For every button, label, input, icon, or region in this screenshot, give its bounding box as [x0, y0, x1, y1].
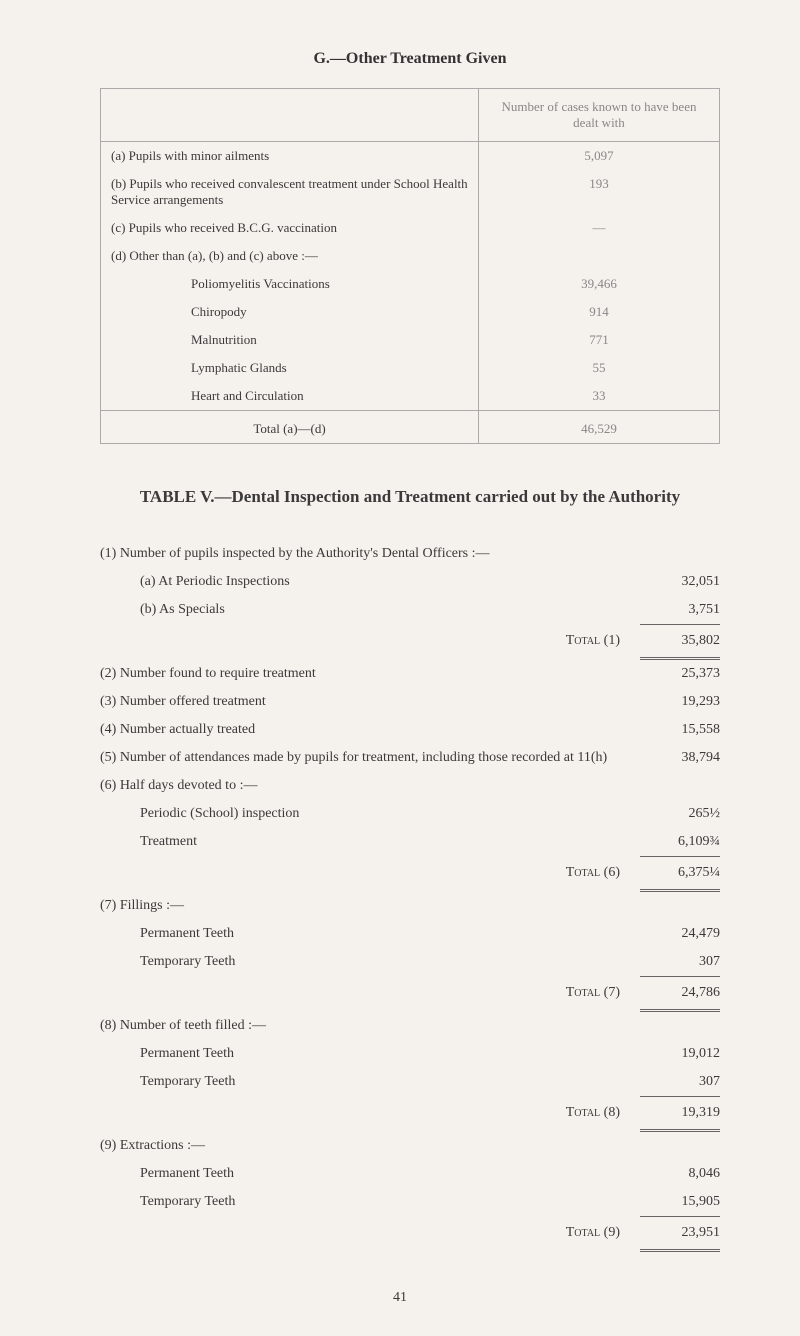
table-value: 39,466	[479, 270, 720, 298]
item-9-total-label: Total (9)	[100, 1219, 640, 1247]
table-g-total-label: Total (a)—(d)	[101, 411, 479, 444]
item-7-perm-label: Permanent Teeth	[140, 920, 640, 948]
table-subrow: Poliomyelitis Vaccinations	[111, 276, 468, 292]
item-5-label: (5) Number of attendances made by pupils…	[100, 744, 640, 772]
page-number: 41	[0, 1290, 800, 1306]
item-9-temp-value: 15,905	[640, 1188, 720, 1216]
item-1b-value: 3,751	[640, 596, 720, 624]
item-7-temp-value: 307	[640, 948, 720, 976]
table-value: —	[479, 214, 720, 242]
item-8-temp-label: Temporary Teeth	[140, 1068, 640, 1096]
item-8-perm-value: 19,012	[640, 1040, 720, 1068]
item-9-heading: (9) Extractions :—	[100, 1132, 720, 1160]
table-subrow: Heart and Circulation	[111, 388, 468, 404]
item-8-total-value: 19,319	[640, 1096, 720, 1132]
item-1-total-value: 35,802	[640, 624, 720, 660]
item-7-perm-value: 24,479	[640, 920, 720, 948]
item-3-value: 19,293	[640, 688, 720, 716]
table-row: (a) Pupils with minor ailments	[111, 148, 269, 163]
table-g: Number of cases known to have been dealt…	[100, 88, 720, 444]
table-subrow: Chiropody	[111, 304, 468, 320]
item-8-heading: (8) Number of teeth filled :—	[100, 1012, 720, 1040]
item-6-total-value: 6,375¼	[640, 856, 720, 892]
section-g-title: G.—Other Treatment Given	[100, 50, 720, 68]
dental-list: (1) Number of pupils inspected by the Au…	[100, 540, 720, 1252]
table-value: 914	[479, 298, 720, 326]
item-6-total-label: Total (6)	[100, 859, 640, 887]
item-2-value: 25,373	[640, 660, 720, 688]
table-value: 771	[479, 326, 720, 354]
item-1-heading: (1) Number of pupils inspected by the Au…	[100, 540, 720, 568]
item-8-temp-value: 307	[640, 1068, 720, 1096]
item-3-label: (3) Number offered treatment	[100, 688, 640, 716]
item-4-label: (4) Number actually treated	[100, 716, 640, 744]
item-6-periodic-value: 265½	[640, 800, 720, 828]
table-value: 55	[479, 354, 720, 382]
item-4-value: 15,558	[640, 716, 720, 744]
item-7-heading: (7) Fillings :—	[100, 892, 720, 920]
item-1-total-label: Total (1)	[100, 627, 640, 655]
table-v-title: TABLE V.—Dental Inspection and Treatment…	[100, 484, 720, 510]
item-9-perm-value: 8,046	[640, 1160, 720, 1188]
item-9-temp-label: Temporary Teeth	[140, 1188, 640, 1216]
table-subrow: Lymphatic Glands	[111, 360, 468, 376]
item-1a-label: (a) At Periodic Inspections	[140, 568, 640, 596]
item-1a-value: 32,051	[640, 568, 720, 596]
item-8-total-label: Total (8)	[100, 1099, 640, 1127]
table-g-total-value: 46,529	[479, 411, 720, 444]
table-value: 193	[479, 170, 720, 214]
item-7-temp-label: Temporary Teeth	[140, 948, 640, 976]
item-6-treatment-value: 6,109¾	[640, 828, 720, 856]
item-6-heading: (6) Half days devoted to :—	[100, 772, 720, 800]
item-8-perm-label: Permanent Teeth	[140, 1040, 640, 1068]
item-9-total-value: 23,951	[640, 1216, 720, 1252]
item-1b-label: (b) As Specials	[140, 596, 640, 624]
table-subrow: Malnutrition	[111, 332, 468, 348]
table-value: 33	[479, 382, 720, 411]
item-7-total-value: 24,786	[640, 976, 720, 1012]
table-value: 5,097	[479, 142, 720, 171]
item-2-label: (2) Number found to require treatment	[100, 660, 640, 688]
table-g-header-right: Number of cases known to have been dealt…	[479, 89, 720, 142]
table-row: (c) Pupils who received B.C.G. vaccinati…	[101, 214, 479, 242]
item-7-total-label: Total (7)	[100, 979, 640, 1007]
item-5-value: 38,794	[640, 744, 720, 772]
item-6-periodic-label: Periodic (School) inspection	[140, 800, 640, 828]
item-9-perm-label: Permanent Teeth	[140, 1160, 640, 1188]
table-row: (b) Pupils who received convalescent tre…	[101, 170, 479, 214]
table-row: (d) Other than (a), (b) and (c) above :—	[101, 242, 479, 270]
item-6-treatment-label: Treatment	[140, 828, 640, 856]
